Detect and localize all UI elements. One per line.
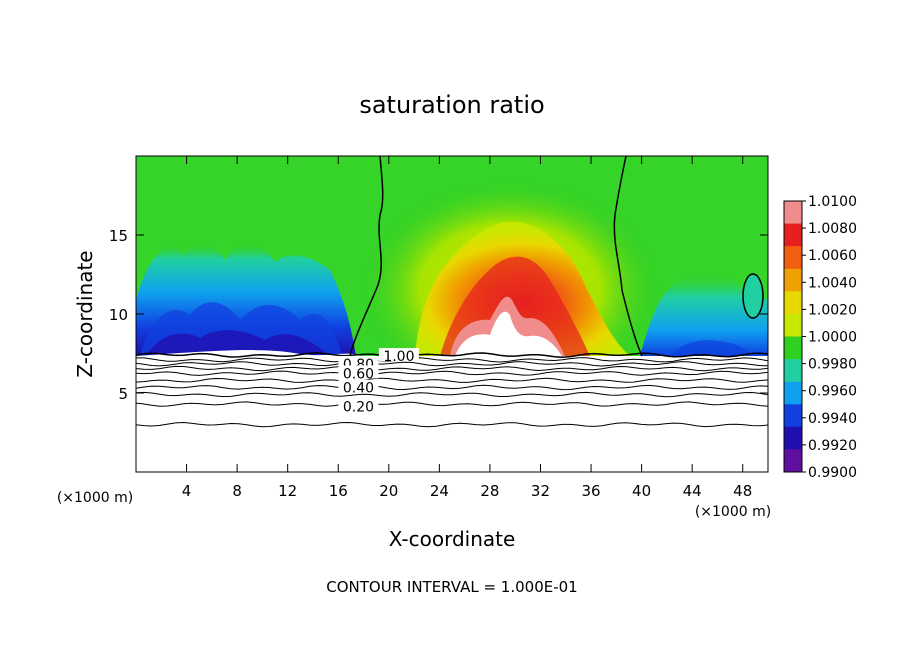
contour-label: 0.20 (343, 400, 374, 416)
colorbar-label: 1.0000 (808, 330, 857, 346)
colorbar-swatch (784, 246, 802, 270)
colorbar-label: 1.0080 (808, 221, 857, 237)
x-tick-label: 24 (430, 482, 449, 500)
colorbar-label: 1.0020 (808, 302, 857, 318)
colorbar-label: 1.0040 (808, 275, 857, 291)
colorbar-label: 1.0060 (808, 248, 857, 264)
colorbar-swatch (784, 223, 802, 247)
colorbar-swatch (784, 201, 802, 225)
small-loop-right (742, 273, 764, 319)
contour-label: 1.00 (383, 349, 414, 365)
contour-line (136, 384, 768, 391)
y-tick-label: 10 (109, 306, 128, 324)
colorbar-label: 0.9980 (808, 357, 857, 373)
contour-label-bg (338, 379, 379, 393)
chart-title: saturation ratio (359, 91, 544, 119)
x-unit-left: (×1000 m) (57, 490, 133, 506)
colorbar-swatch (784, 359, 802, 383)
x-tick-label: 36 (581, 482, 600, 500)
contour-lines (136, 352, 768, 428)
colorbar-label: 1.0100 (808, 194, 857, 210)
contour-labels: 1.000.800.600.400.20 (338, 348, 419, 416)
contour-line (136, 391, 768, 398)
dry-region-left-deep (145, 330, 330, 356)
contour-line (136, 370, 768, 376)
x-tick-label: 4 (182, 482, 192, 500)
colorbar-swatch (784, 449, 802, 473)
x-tick-label: 8 (232, 482, 242, 500)
contour-line (136, 377, 768, 383)
contour-interval-note: CONTOUR INTERVAL = 1.000E-01 (326, 578, 577, 596)
contour-line (136, 357, 768, 363)
x-tick-label: 12 (278, 482, 297, 500)
y-tick-label: 5 (118, 385, 128, 403)
contour-label-bg (338, 365, 379, 379)
x-axis-label: X-coordinate (389, 527, 516, 551)
colorbar-swatch (784, 426, 802, 450)
dry-region-right-core (670, 340, 752, 356)
colorbar: 1.0100 1.0080 1.0060 1.0040 1.0020 1.0000 0.99… (783, 194, 857, 481)
contour-label-bg (378, 348, 419, 362)
y-tick-label: 15 (109, 227, 128, 245)
contour-label: 0.60 (343, 366, 374, 382)
y-axis-label: Z-coordinate (73, 250, 97, 377)
colorbar-swatch (784, 291, 802, 315)
colorbar-swatch (784, 313, 802, 337)
x-axis-ticks: 4 8 12 16 20 24 28 32 36 40 44 48 (182, 156, 752, 500)
colorbar-label: 0.9960 (808, 384, 857, 400)
x-tick-label: 44 (683, 482, 702, 500)
contour-line (136, 401, 768, 407)
colorbar-swatch (784, 381, 802, 405)
x-tick-label: 16 (329, 482, 348, 500)
contour-line (136, 361, 768, 367)
contour-line (136, 352, 768, 359)
contour-line (136, 421, 768, 428)
colorbar-swatch (784, 404, 802, 428)
colorbar-swatch (784, 268, 802, 292)
x-tick-label: 28 (480, 482, 499, 500)
x-tick-label: 48 (733, 482, 752, 500)
dry-region-right (640, 270, 768, 356)
x-tick-label: 40 (632, 482, 651, 500)
saturation-boundary-right (613, 156, 643, 357)
lower-domain (136, 350, 768, 472)
saturated-white-patch (455, 311, 562, 356)
x-tick-label: 32 (531, 482, 550, 500)
color-field (136, 156, 768, 472)
colorbar-swatch (784, 336, 802, 360)
contour-label-bg (338, 398, 379, 412)
x-unit-right: (×1000 m) (695, 504, 771, 520)
saturation-boundary-left (349, 156, 384, 357)
colorbar-label: 0.9900 (808, 465, 857, 481)
colorbar-label: 0.9940 (808, 411, 857, 427)
contour-line (136, 365, 768, 372)
contour-label: 0.40 (343, 381, 374, 397)
x-tick-label: 20 (379, 482, 398, 500)
colorbar-label: 0.9920 (808, 438, 857, 454)
y-axis-ticks: 5 10 15 (109, 227, 768, 403)
